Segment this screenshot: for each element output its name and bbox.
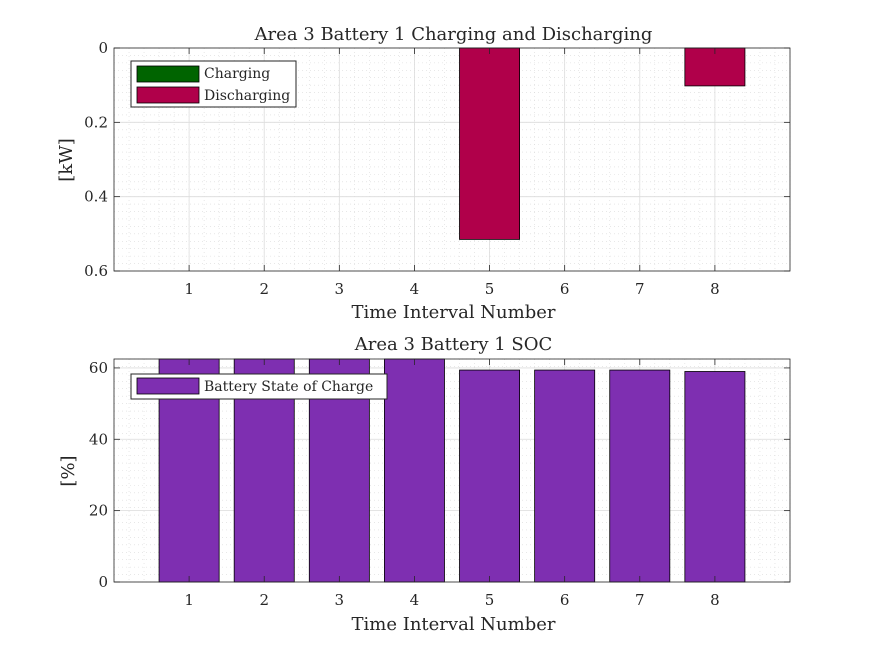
chart-1-axes-box xyxy=(113,47,791,272)
chart-1-x-tick-label: 3 xyxy=(335,280,345,298)
chart-2-plot-area: 1 2 3 4 5 6 7 8 0 20 40 60 xyxy=(89,358,791,609)
chart-1-legend-label-charging: Charging xyxy=(204,66,270,82)
chart-1-x-tick-label: 7 xyxy=(635,280,645,298)
chart-2-y-tick-label: 60 xyxy=(89,359,108,377)
chart-1-title: Area 3 Battery 1 Charging and Dischargin… xyxy=(254,24,653,45)
chart-2-x-tick-label: 2 xyxy=(259,591,269,609)
chart-2-bar-battery-state-of-charge-4 xyxy=(383,358,445,583)
chart-2-bar-battery-state-of-charge-6 xyxy=(534,369,596,583)
chart-2-bar-battery-state-of-charge-5 xyxy=(459,369,520,583)
chart-2-x-tick-label: 8 xyxy=(710,591,720,609)
chart-1-legend-swatch-charging xyxy=(136,65,200,83)
chart-2-y-tick-label: 20 xyxy=(89,502,108,520)
chart-2-x-tick-label: 4 xyxy=(410,591,420,609)
chart-1-y-axis-label: [kW] xyxy=(56,138,77,181)
chart-2-bar-battery-state-of-charge-8 xyxy=(684,371,746,583)
chart-2-legend: Battery State of Charge xyxy=(130,373,388,400)
chart-1-x-tick-label: 2 xyxy=(259,280,269,298)
chart-1-y-tick-label: 0 xyxy=(98,39,108,57)
chart-2-x-axis-label: Time Interval Number xyxy=(352,614,556,635)
chart-1-x-tick-label: 1 xyxy=(184,280,194,298)
chart-1-x-tick-label: 4 xyxy=(410,280,420,298)
chart-1-y-tick-label: 0.4 xyxy=(84,188,108,206)
chart-2-x-tick-label: 5 xyxy=(485,591,495,609)
chart-1-x-tick-label: 6 xyxy=(560,280,570,298)
chart-1-x-axis-label: Time Interval Number xyxy=(352,302,556,323)
chart-2-title: Area 3 Battery 1 SOC xyxy=(354,334,553,355)
chart-2-y-tick-label: 0 xyxy=(98,573,108,591)
chart-2-y-tick-label: 40 xyxy=(89,430,108,448)
chart-1-legend-swatch-discharging xyxy=(136,86,200,104)
chart-1-bar-discharging-5 xyxy=(459,47,520,240)
chart-2-x-tick-label: 6 xyxy=(560,591,570,609)
chart-1-plot-area: 1 2 3 4 5 6 7 8 0 0.2 0.4 0.6 xyxy=(84,39,791,298)
chart-2-bar-battery-state-of-charge-7 xyxy=(609,369,671,583)
chart-1-legend: Charging Discharging xyxy=(130,60,297,108)
chart-soc: Area 3 Battery 1 SOC 1 2 3 4 5 6 7 8 0 20 40 60 Tim… xyxy=(58,334,791,635)
chart-2-x-tick-label: 3 xyxy=(335,591,345,609)
chart-1-x-tick-label: 8 xyxy=(710,280,720,298)
chart-charging-discharging: Area 3 Battery 1 Charging and Dischargin… xyxy=(56,24,791,323)
chart-2-x-tick-label: 1 xyxy=(184,591,194,609)
chart-2-y-axis-label: [%] xyxy=(58,455,79,486)
chart-2-legend-label-soc: Battery State of Charge xyxy=(204,379,373,395)
chart-1-y-tick-label: 0.2 xyxy=(84,113,108,131)
chart-2-legend-swatch-soc xyxy=(136,377,200,395)
chart-1-y-tick-label: 0.6 xyxy=(84,262,108,280)
chart-2-x-tick-label: 7 xyxy=(635,591,645,609)
chart-1-x-tick-label: 5 xyxy=(485,280,495,298)
chart-1-legend-label-discharging: Discharging xyxy=(204,88,290,104)
chart-2-axes-box xyxy=(113,358,791,583)
chart-1-bar-discharging-8 xyxy=(684,47,746,87)
